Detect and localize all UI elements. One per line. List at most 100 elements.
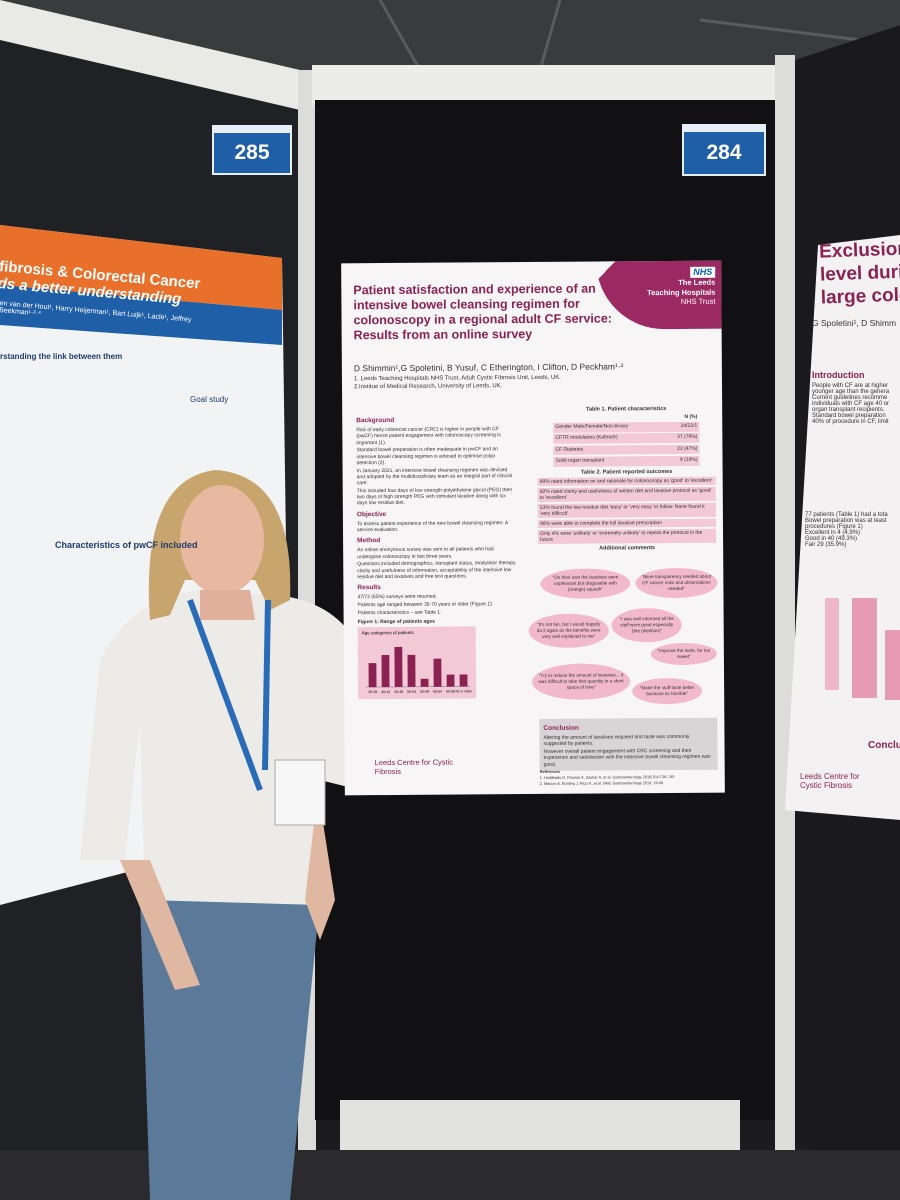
bottom-frame <box>340 1100 740 1150</box>
bullet-list: To assess patient experience of the new … <box>357 520 517 534</box>
lanyard <box>187 598 271 792</box>
bar <box>433 658 442 687</box>
neck <box>200 590 255 620</box>
ceiling-beams <box>378 0 861 71</box>
booth-number: 284 <box>682 124 766 176</box>
authors: D Shimmin¹,G Spoletini, B Yusuf, C Ether… <box>353 361 624 374</box>
table-cell: 22 (47%) <box>677 445 698 452</box>
bar <box>394 646 403 687</box>
poster: NHS The Leeds Teaching Hospitals NHS Tru… <box>341 260 725 796</box>
person <box>80 470 360 1200</box>
bullet: In January 2021, an intensive bowel clea… <box>356 466 513 487</box>
table-caption: Table 1. Patient characteristics <box>585 406 667 413</box>
table: Gender Male/Female/Non-binary 24/22/1 CFTR… <box>553 421 700 467</box>
table: 98% rated information on and rationale f… <box>537 476 717 544</box>
result-line: procedures (Figure 1) <box>805 524 863 530</box>
arm <box>305 790 335 940</box>
floor <box>0 1150 900 1200</box>
nhs-logo: NHS The Leeds Teaching Hospitals NHS Tru… <box>645 266 716 307</box>
table-cell: 9 (19%) <box>679 456 698 463</box>
bullet: 47/72 (65%) surveys were returned. <box>357 593 437 601</box>
right-poster-bar <box>852 598 877 698</box>
bullet: younger age than the genera <box>812 389 890 395</box>
section-heading: Results <box>357 584 381 592</box>
x-tick-label: 50-54 <box>407 689 416 693</box>
bar <box>420 678 429 687</box>
section-heading: Conclusion <box>543 724 579 732</box>
left-poster-heading: Goal study <box>190 395 229 404</box>
outcome-row: 98% rated information on and rationale f… <box>537 476 716 487</box>
section-heading: Method <box>357 537 381 545</box>
bullet: Patients age ranged between 35-70 years … <box>357 601 494 609</box>
background-section: Background Risk of early colorectal canc… <box>356 412 518 701</box>
right-poster-heading: Conclu <box>868 740 900 751</box>
title-line: Exclusion <box>818 238 900 263</box>
right-poster-authors: G Spoletini¹, D Shimm <box>812 318 897 328</box>
table-cell: 24/22/1 <box>680 422 698 430</box>
x-tick-label: 40-44 <box>381 690 390 694</box>
bullet: Standard bowel preparation is often inad… <box>356 446 498 467</box>
bullet: 40% of procedure in CF, limit <box>812 419 889 425</box>
right-poster-heading: Introduction <box>812 370 865 380</box>
bar <box>381 654 390 687</box>
bullet-list: An online anonymous survey was sent to a… <box>357 546 517 580</box>
table-cell: 37 (79%) <box>677 434 698 441</box>
references-heading: References <box>539 769 561 774</box>
table-cell: Gender Male/Female/Non-binary <box>555 423 629 430</box>
badge <box>274 759 326 826</box>
frame-post <box>775 55 795 1155</box>
outcome-row: 53% found the low residue diet 'easy' or… <box>537 502 716 519</box>
bullet: individuals with CF age 40 or <box>812 401 890 407</box>
bullet: Standard bowel preparation <box>812 413 886 419</box>
table-header: N (%) <box>684 414 698 421</box>
logo-line: Teaching Hospitals <box>647 287 716 297</box>
result-line: Bowel preparation was at least <box>805 518 887 524</box>
blouse <box>80 590 360 905</box>
table-cell: Solid organ transplant <box>555 457 605 464</box>
x-tick-label: 65-69 <box>446 689 455 693</box>
comment-bubble: "It's not fun, but I would happily do it… <box>528 613 609 649</box>
references: References 1. Hadjiliadis D, Khoruts A, … <box>540 769 718 789</box>
x-tick-label: 60-64 <box>433 689 442 693</box>
top-frame <box>312 65 782 105</box>
bullet: Risk of early colorectal cancer (CRC) is… <box>356 426 501 446</box>
reference-list: 1. Hadjiliadis D, Khoruts A, Zauber A, e… <box>540 775 718 787</box>
bullet: People with CF are at higher <box>812 383 889 389</box>
table-caption: Table 2. Patient reported outcomes <box>580 468 673 476</box>
logo-line: NHS Trust <box>680 296 716 306</box>
bullet: Current guidelines recomme <box>812 395 888 401</box>
bullet-list: Risk of early colorectal cancer (CRC) is… <box>356 426 517 507</box>
age-chart: Age categories of patients 35-39 40-44 45-… <box>357 626 477 699</box>
x-tick-label: 55-59 <box>420 689 429 693</box>
left-poster-header <box>0 225 282 310</box>
table-cell: CF Diabetes <box>555 446 584 453</box>
bar <box>459 674 468 687</box>
comment-bubble: "On their own the laxatives were unpleas… <box>540 568 631 599</box>
footer-logo: Leeds Centre for Cystic Fibrosis <box>800 772 860 790</box>
bullet: This included four days of low strength … <box>356 487 513 507</box>
logo-line: The Leeds <box>678 277 716 288</box>
reference: 1. Hadjiliadis D, Khoruts A, Zauber A, e… <box>539 775 675 781</box>
booth-number: 285 <box>212 125 292 175</box>
outcome-row: 92% rated clarity and usefulness of writ… <box>537 486 716 503</box>
bar <box>446 674 455 687</box>
face <box>180 485 264 595</box>
poster-title: Patient satisfaction and experience of a… <box>353 281 612 343</box>
section-heading: Background <box>356 416 395 425</box>
result-line: Fair 29 (35.9%) <box>805 542 847 548</box>
bar <box>368 662 377 687</box>
result-line: Excellent in 4 (4.9%) <box>805 530 861 536</box>
bullet-list: Altering the amount of laxatives require… <box>543 734 713 768</box>
bullet-list: 47/72 (65%) surveys were returned. Patien… <box>357 593 517 616</box>
result-line: 77 patients (Table 1) had a tota <box>805 512 888 518</box>
affiliation: 1. Leeds Teaching Hospitals NHS Trust, A… <box>353 374 561 383</box>
reference: 2. Matson A, Bunting J, Ricci K, et al. … <box>539 781 663 787</box>
conclusion-section: Conclusion Altering the amount of laxati… <box>539 717 718 772</box>
table-cell: CFTR modulators (Kaftrio®) <box>555 434 618 442</box>
comment-bubble: "Make the stuff taste better because its… <box>632 677 703 705</box>
bullet: organ transplant recipients. <box>812 407 885 413</box>
left-poster-heading: Characteristics of pwCF included <box>55 540 198 550</box>
tables-section: Table 1. Patient characteristics N (%) G… <box>537 406 717 554</box>
nhs-mark: NHS <box>690 266 716 279</box>
